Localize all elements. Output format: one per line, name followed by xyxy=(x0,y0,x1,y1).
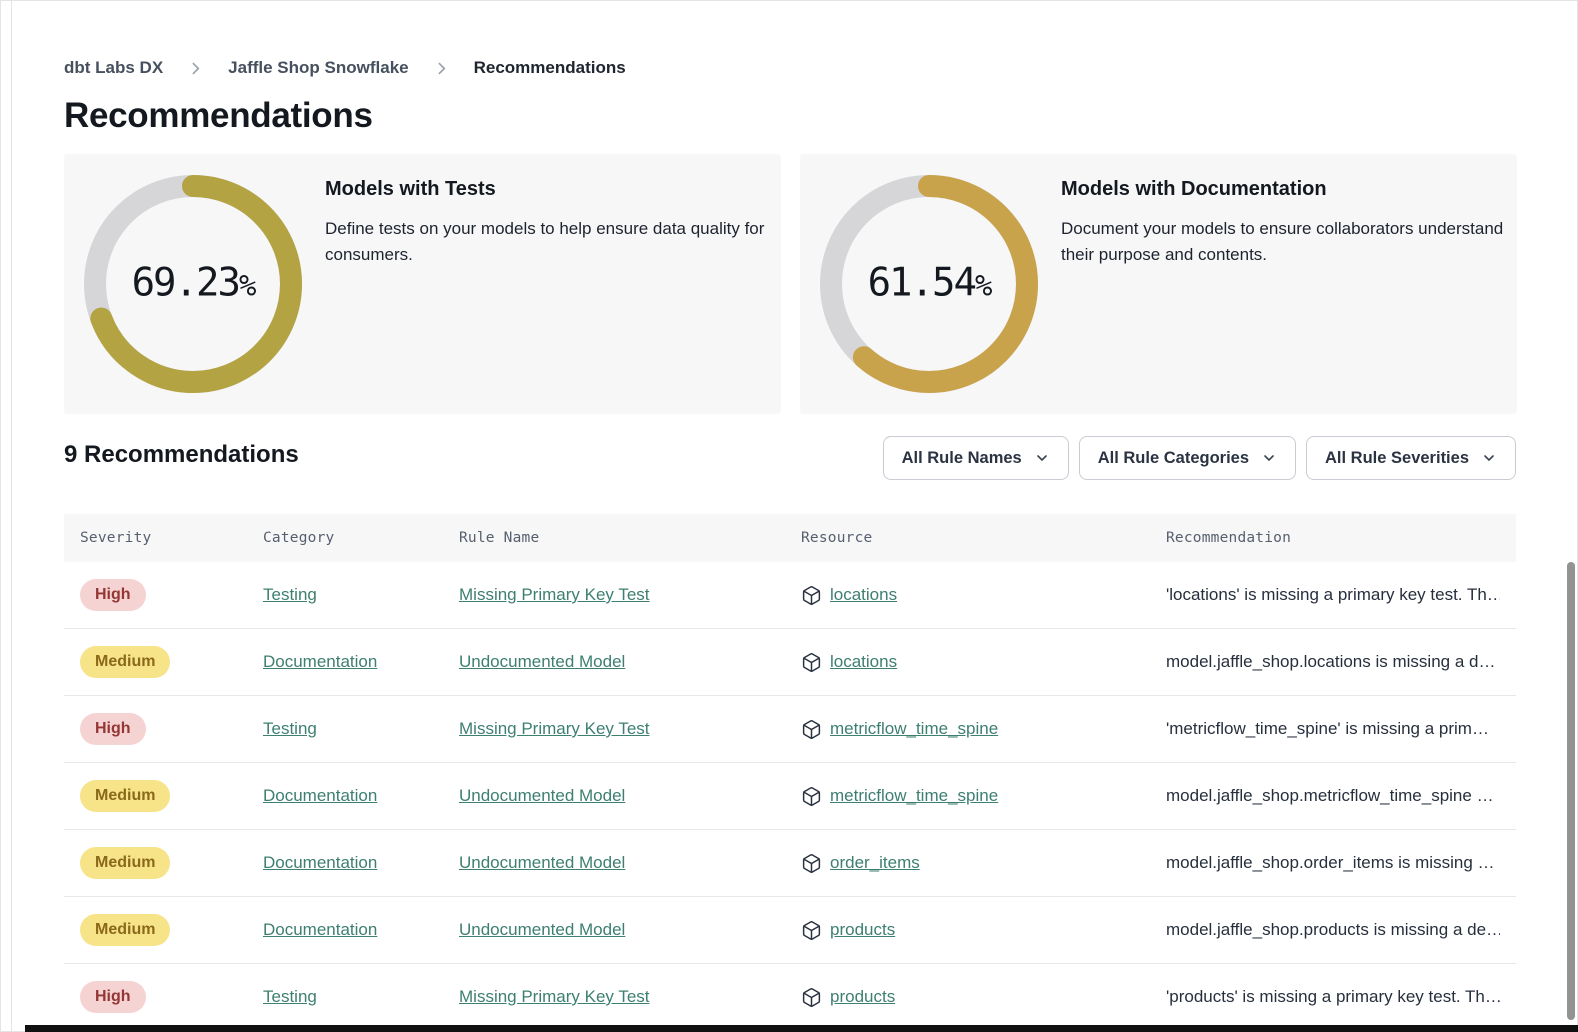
resource-link[interactable]: metricflow_time_spine xyxy=(830,719,998,739)
cube-icon xyxy=(801,987,822,1008)
recommendation-text: model.jaffle_shop.order_items is missing… xyxy=(1166,853,1500,873)
recommendations-count-heading: 9 Recommendations xyxy=(64,441,299,469)
severity-badge: Medium xyxy=(80,646,170,677)
column-header-recommendation: Recommendation xyxy=(1166,530,1500,546)
resource-link[interactable]: locations xyxy=(830,585,897,605)
chevron-down-icon xyxy=(1481,450,1497,466)
category-link[interactable]: Documentation xyxy=(263,652,377,671)
rule-name-link[interactable]: Undocumented Model xyxy=(459,786,625,805)
rule-severities-filter-dropdown[interactable]: All Rule Severities xyxy=(1306,436,1516,480)
chevron-right-icon xyxy=(433,60,450,77)
table-row: Medium Documentation Undocumented Model … xyxy=(64,629,1516,696)
card-title: Models with Documentation xyxy=(1061,178,1327,201)
category-link[interactable]: Testing xyxy=(263,719,317,738)
filter-bar: All Rule Names All Rule Categories All R… xyxy=(883,436,1516,480)
cube-icon xyxy=(801,853,822,874)
severity-badge: Medium xyxy=(80,780,170,811)
tests-donut-chart: 69.23% xyxy=(84,175,302,393)
severity-badge: Medium xyxy=(80,914,170,945)
filter-label: All Rule Names xyxy=(902,449,1022,468)
recommendations-table: Severity Category Rule Name Resource Rec… xyxy=(64,514,1516,1031)
rule-name-link[interactable]: Undocumented Model xyxy=(459,920,625,939)
documentation-donut-chart: 61.54% xyxy=(820,175,1038,393)
bottom-bar xyxy=(25,1025,1578,1032)
resource-link[interactable]: products xyxy=(830,987,895,1007)
recommendation-text: 'metricflow_time_spine' is missing a pri… xyxy=(1166,719,1500,739)
recommendation-text: 'products' is missing a primary key test… xyxy=(1166,987,1500,1007)
models-with-tests-card: 69.23% Models with Tests Define tests on… xyxy=(64,154,781,414)
breadcrumb-project-link[interactable]: Jaffle Shop Snowflake xyxy=(228,58,408,78)
severity-badge: High xyxy=(80,579,146,610)
table-row: Medium Documentation Undocumented Model … xyxy=(64,763,1516,830)
chevron-down-icon xyxy=(1034,450,1050,466)
column-header-severity: Severity xyxy=(80,530,263,546)
filter-label: All Rule Categories xyxy=(1098,449,1249,468)
severity-badge: Medium xyxy=(80,847,170,878)
filter-label: All Rule Severities xyxy=(1325,449,1469,468)
rule-name-link[interactable]: Missing Primary Key Test xyxy=(459,719,650,738)
table-row: Medium Documentation Undocumented Model … xyxy=(64,897,1516,964)
recommendation-text: model.jaffle_shop.metricflow_time_spine … xyxy=(1166,786,1500,806)
recommendations-page: dbt Labs DX Jaffle Shop Snowflake Recomm… xyxy=(0,0,1578,1032)
resource-link[interactable]: products xyxy=(830,920,895,940)
table-row: High Testing Missing Primary Key Test lo… xyxy=(64,562,1516,629)
rule-name-link[interactable]: Missing Primary Key Test xyxy=(459,585,650,604)
severity-badge: High xyxy=(80,713,146,744)
table-row: Medium Documentation Undocumented Model … xyxy=(64,830,1516,897)
table-header-row: Severity Category Rule Name Resource Rec… xyxy=(64,514,1516,562)
breadcrumb: dbt Labs DX Jaffle Shop Snowflake Recomm… xyxy=(64,58,626,78)
card-title: Models with Tests xyxy=(325,178,496,201)
models-with-documentation-card: 61.54% Models with Documentation Documen… xyxy=(800,154,1517,414)
category-link[interactable]: Testing xyxy=(263,987,317,1006)
chevron-down-icon xyxy=(1261,450,1277,466)
category-link[interactable]: Documentation xyxy=(263,853,377,872)
chevron-right-icon xyxy=(187,60,204,77)
category-link[interactable]: Documentation xyxy=(263,786,377,805)
breadcrumb-account-link[interactable]: dbt Labs DX xyxy=(64,58,163,78)
sidebar-edge-divider xyxy=(11,0,12,1032)
tests-percent-value: 69.23% xyxy=(132,261,255,306)
resource-link[interactable]: metricflow_time_spine xyxy=(830,786,998,806)
rule-name-link[interactable]: Undocumented Model xyxy=(459,853,625,872)
card-description: Document your models to ensure collabora… xyxy=(1061,216,1506,269)
page-title: Recommendations xyxy=(64,96,373,136)
rule-name-link[interactable]: Undocumented Model xyxy=(459,652,625,671)
category-link[interactable]: Testing xyxy=(263,585,317,604)
resource-link[interactable]: locations xyxy=(830,652,897,672)
rule-name-link[interactable]: Missing Primary Key Test xyxy=(459,987,650,1006)
column-header-category: Category xyxy=(263,530,459,546)
table-row: High Testing Missing Primary Key Test me… xyxy=(64,696,1516,763)
cube-icon xyxy=(801,652,822,673)
column-header-resource: Resource xyxy=(801,530,1166,546)
category-link[interactable]: Documentation xyxy=(263,920,377,939)
card-description: Define tests on your models to help ensu… xyxy=(325,216,770,269)
cube-icon xyxy=(801,920,822,941)
table-row: High Testing Missing Primary Key Test pr… xyxy=(64,964,1516,1031)
cube-icon xyxy=(801,786,822,807)
recommendation-text: model.jaffle_shop.locations is missing a… xyxy=(1166,652,1500,672)
rule-names-filter-dropdown[interactable]: All Rule Names xyxy=(883,436,1069,480)
severity-badge: High xyxy=(80,981,146,1012)
summary-cards: 69.23% Models with Tests Define tests on… xyxy=(64,154,1517,414)
breadcrumb-current-page: Recommendations xyxy=(474,58,626,78)
recommendation-text: model.jaffle_shop.products is missing a … xyxy=(1166,920,1500,940)
recommendation-text: 'locations' is missing a primary key tes… xyxy=(1166,585,1500,605)
cube-icon xyxy=(801,719,822,740)
column-header-rule-name: Rule Name xyxy=(459,530,801,546)
resource-link[interactable]: order_items xyxy=(830,853,920,873)
documentation-percent-value: 61.54% xyxy=(868,261,991,306)
vertical-scrollbar-thumb[interactable] xyxy=(1567,562,1575,1020)
rule-categories-filter-dropdown[interactable]: All Rule Categories xyxy=(1079,436,1296,480)
cube-icon xyxy=(801,585,822,606)
